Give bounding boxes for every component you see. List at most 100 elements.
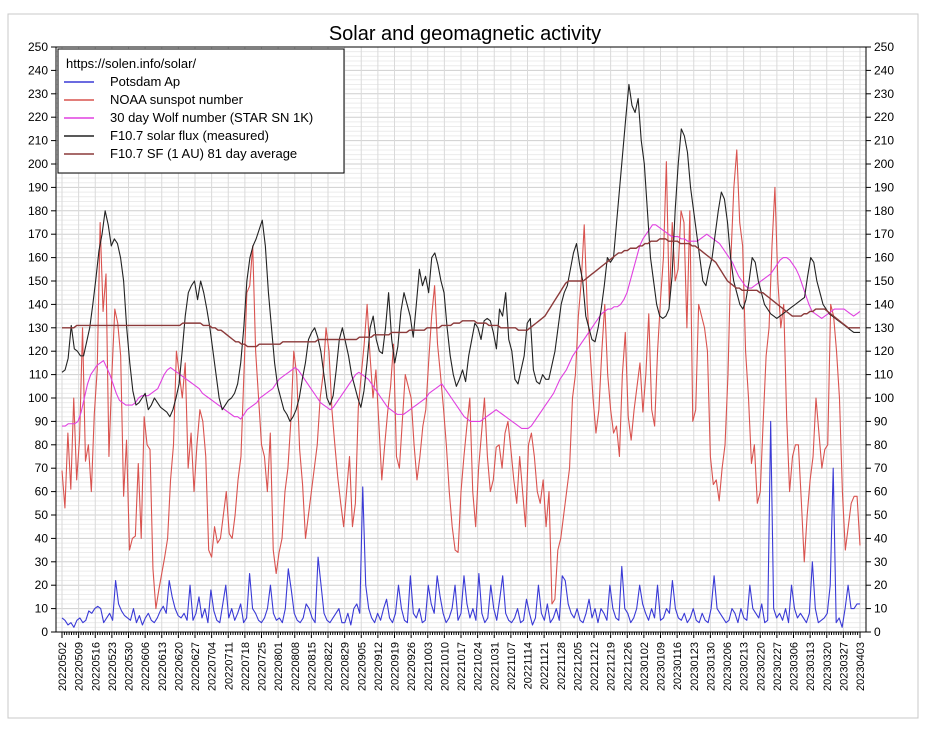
x-tick-label: 20220509 <box>74 642 86 691</box>
y-tick-label-left: 40 <box>35 531 49 545</box>
x-tick-label: 20221212 <box>589 642 601 691</box>
y-tick-label-right: 110 <box>874 368 893 382</box>
x-tick-label: 20221205 <box>572 642 584 691</box>
y-tick-label-left: 150 <box>28 274 48 288</box>
y-tick-label-left: 100 <box>28 391 48 405</box>
y-tick-label-right: 60 <box>874 485 888 499</box>
y-tick-label-right: 240 <box>874 63 894 77</box>
y-tick-label-left: 160 <box>28 251 48 265</box>
y-tick-label-right: 10 <box>874 602 888 616</box>
x-tick-label: 20230130 <box>705 642 717 691</box>
x-tick-label: 20220912 <box>373 642 385 691</box>
y-tick-label-right: 190 <box>874 180 894 194</box>
y-tick-label-right: 220 <box>874 110 894 124</box>
y-tick-label-right: 250 <box>874 40 894 54</box>
y-tick-label-left: 180 <box>28 204 48 218</box>
x-tick-label: 20221114 <box>523 642 535 689</box>
y-tick-label-right: 0 <box>874 625 881 639</box>
y-tick-label-left: 190 <box>28 180 48 194</box>
y-tick-label-right: 100 <box>874 391 894 405</box>
x-tick-label: 20230206 <box>722 642 734 691</box>
x-tick-label: 20230313 <box>805 642 817 691</box>
x-tick-label: 20220523 <box>107 642 119 691</box>
y-tick-label-left: 90 <box>35 414 49 428</box>
series-layer <box>61 83 861 628</box>
x-tick-label: 20230213 <box>739 642 751 691</box>
y-tick-label-right: 40 <box>874 531 888 545</box>
y-tick-label-left: 20 <box>35 578 49 592</box>
y-tick-label-right: 170 <box>874 227 894 241</box>
x-tick-label: 20221219 <box>606 642 618 691</box>
series-line-3 <box>61 83 860 422</box>
y-tick-label-left: 30 <box>35 555 49 569</box>
x-tick-label: 20221003 <box>423 642 435 691</box>
legend: https://solen.info/solar/ Potsdam Ap NOAA… <box>57 48 345 174</box>
x-tick-label: 20221010 <box>439 642 451 691</box>
x-tick-label: 20221024 <box>473 642 485 691</box>
y-tick-label-left: 230 <box>28 87 48 101</box>
series-line-1 <box>61 149 861 610</box>
x-tick-label: 20220530 <box>124 642 136 691</box>
x-tick-label: 20230327 <box>838 642 850 691</box>
x-tick-label: 20220801 <box>273 642 285 691</box>
y-tick-label-left: 70 <box>35 461 49 475</box>
x-tick-label: 20220711 <box>223 642 235 690</box>
y-tick-label-left: 130 <box>28 321 48 335</box>
x-tick-label: 20221128 <box>556 642 568 690</box>
x-tick-label: 20220919 <box>390 642 402 691</box>
legend-label: Potsdam Ap <box>110 74 180 89</box>
x-tick-label: 20221121 <box>539 642 551 690</box>
y-tick-label-right: 80 <box>874 438 888 452</box>
y-tick-label-left: 120 <box>28 344 48 358</box>
x-tick-label: 20230109 <box>656 642 668 691</box>
y-tick-label-right: 70 <box>874 461 888 475</box>
legend-label: F10.7 SF (1 AU) 81 day average <box>110 146 297 161</box>
y-tick-label-right: 120 <box>874 344 894 358</box>
y-tick-label-right: 90 <box>874 414 888 428</box>
y-tick-label-right: 230 <box>874 87 894 101</box>
x-tick-label: 20220502 <box>57 642 69 691</box>
x-tick-label: 20221017 <box>456 642 468 691</box>
x-tick-label: 20230116 <box>672 642 684 690</box>
y-tick-label-left: 50 <box>35 508 49 522</box>
x-tick-label: 20220905 <box>356 642 368 691</box>
x-tick-label: 20230123 <box>689 642 701 691</box>
y-tick-label-left: 200 <box>28 157 48 171</box>
x-tick-label: 20220926 <box>406 642 418 691</box>
y-tick-label-right: 20 <box>874 578 888 592</box>
x-tick-label: 20220822 <box>323 642 335 691</box>
series-line-2 <box>62 224 861 429</box>
x-tick-label: 20220620 <box>173 642 185 691</box>
x-tick-label: 20220829 <box>340 642 352 691</box>
x-tick-label: 20230403 <box>855 642 867 691</box>
legend-label: F10.7 solar flux (measured) <box>110 128 269 143</box>
x-tick-label: 20220815 <box>306 642 318 691</box>
x-tick-label: 20230102 <box>639 642 651 691</box>
y-tick-label-right: 140 <box>874 297 894 311</box>
y-tick-label-left: 60 <box>35 485 49 499</box>
y-tick-label-right: 50 <box>874 508 888 522</box>
series-line-0 <box>61 420 860 628</box>
legend-label: 30 day Wolf number (STAR SN 1K) <box>110 110 313 125</box>
legend-label: NOAA sunspot number <box>110 92 244 107</box>
x-tick-label: 20220704 <box>207 642 219 691</box>
x-tick-label: 20220606 <box>140 642 152 691</box>
x-tick-label: 20220613 <box>157 642 169 691</box>
y-tick-label-left: 110 <box>29 368 48 382</box>
x-tick-label: 20220627 <box>190 642 202 691</box>
legend-header: https://solen.info/solar/ <box>66 56 196 71</box>
y-tick-label-left: 210 <box>28 134 48 148</box>
chart-title: Solar and geomagnetic activity <box>329 23 601 45</box>
x-tick-label: 20230320 <box>822 642 834 691</box>
axes: 20220502 20220509 20220516 20220523 20220530… <box>28 40 894 691</box>
x-tick-label: 20221107 <box>506 642 518 690</box>
y-tick-label-left: 240 <box>28 63 48 77</box>
y-tick-label-right: 210 <box>874 134 894 148</box>
x-tick-label: 20220808 <box>290 642 302 691</box>
y-tick-label-left: 170 <box>28 227 48 241</box>
y-tick-label-left: 220 <box>28 110 48 124</box>
series-line-4 <box>62 238 860 348</box>
x-tick-label: 20221226 <box>622 642 634 691</box>
